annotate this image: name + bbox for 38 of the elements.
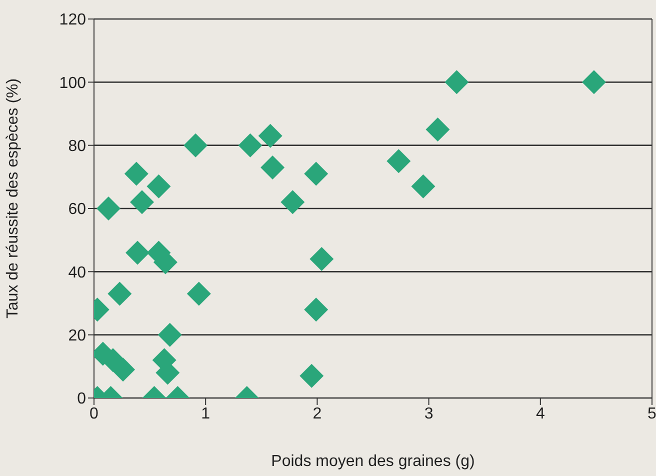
point (111, 358, 136, 382)
point (126, 240, 150, 265)
point (411, 174, 436, 198)
y-tick-label: 100 (59, 74, 86, 92)
x-tick-label: 5 (648, 405, 656, 422)
point (300, 364, 324, 388)
point (310, 247, 334, 272)
point (146, 174, 171, 198)
x-tick-label: 2 (312, 405, 322, 422)
point (386, 149, 411, 174)
x-tick-label: 0 (90, 405, 99, 422)
point (582, 70, 606, 94)
point (124, 162, 148, 186)
point (304, 162, 328, 186)
point (130, 190, 154, 214)
y-tick-label: 120 (59, 12, 86, 29)
point (426, 118, 450, 142)
point (108, 282, 132, 306)
point (186, 282, 211, 306)
point (304, 298, 328, 322)
x-tick-label: 1 (201, 405, 210, 422)
y-axis-title: Taux de réussite des espèces (%) (4, 78, 22, 318)
y-tick-label: 40 (68, 264, 86, 282)
point (280, 190, 305, 214)
y-tick-label: 60 (68, 201, 86, 218)
point (238, 133, 262, 158)
y-tick-label: 80 (68, 138, 86, 156)
point (158, 322, 182, 347)
point (96, 196, 121, 220)
point (260, 155, 285, 180)
x-tick-label: 4 (536, 405, 545, 422)
y-tick-label: 0 (77, 390, 86, 408)
point (258, 124, 282, 148)
point (444, 70, 469, 94)
x-tick-label: 3 (424, 405, 434, 422)
y-tick-label: 20 (68, 328, 86, 345)
x-axis-title: Poids moyen des graines (g) (271, 453, 475, 470)
point (184, 133, 208, 158)
